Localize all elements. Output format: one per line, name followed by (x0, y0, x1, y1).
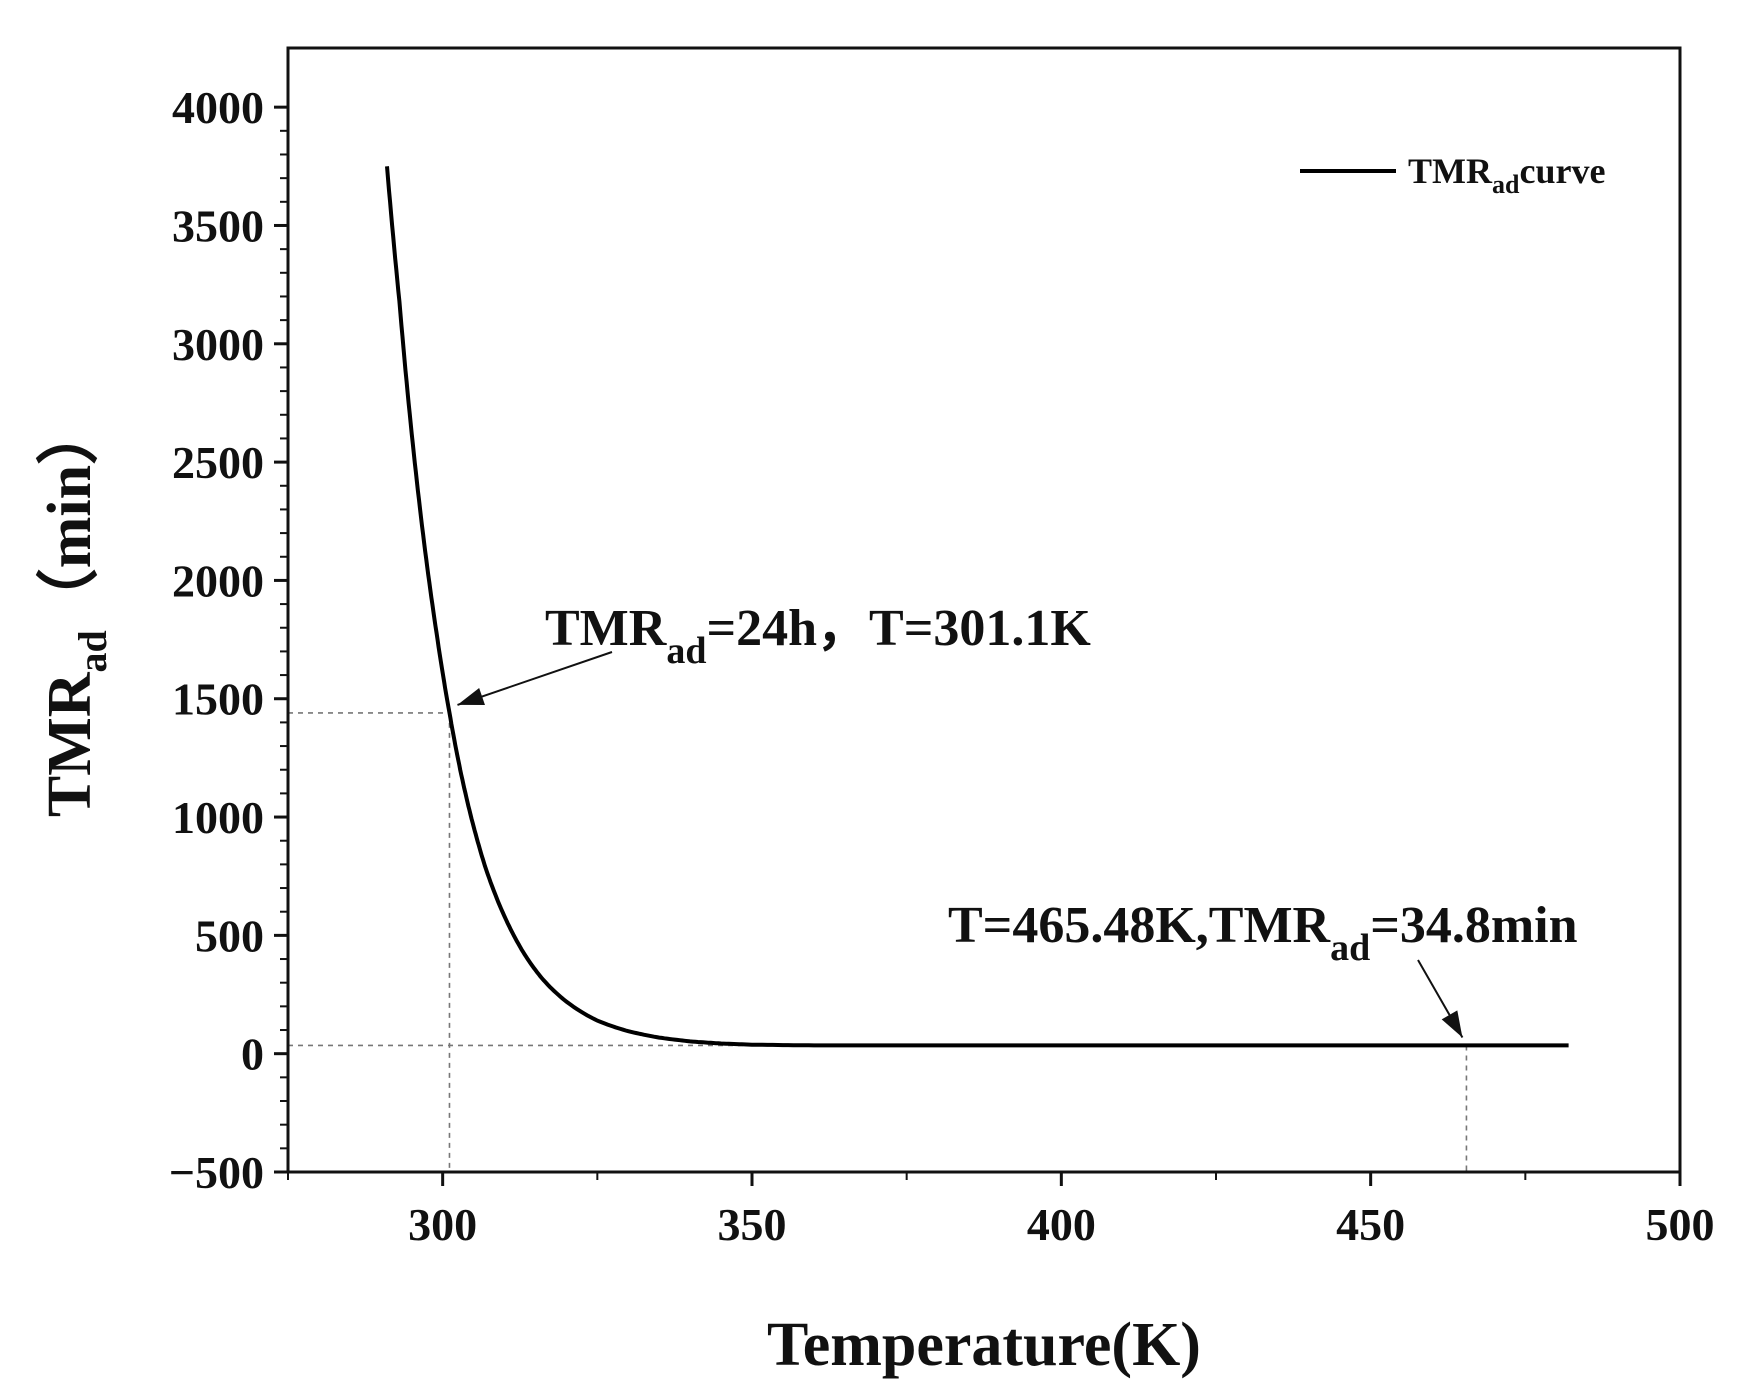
x-tick-label: 350 (718, 1199, 787, 1250)
y-tick-label: 2000 (172, 555, 264, 606)
annotation-24h-arrowhead (457, 687, 485, 706)
legend: TMRadcurve (1300, 151, 1605, 199)
x-tick-label: 300 (408, 1199, 477, 1250)
y-tick-labels: −500 0 500 1000 1500 2000 2500 3000 3500 4000 (169, 82, 264, 1198)
y-tick-label: 1000 (172, 792, 264, 843)
y-tick-label: 500 (195, 910, 264, 961)
y-axis-title: TMRad（min） (34, 403, 115, 817)
x-tick-label: 500 (1646, 1199, 1715, 1250)
annotation-24h-arrow (457, 651, 613, 706)
annotation-24h-label: TMRad=24h，T=301.1K (545, 600, 1091, 672)
y-tick-label: 1500 (172, 674, 264, 725)
y-tick-label: −500 (169, 1147, 264, 1198)
y-tick-label: 2500 (172, 437, 264, 488)
x-tick-labels: 300 350 400 450 500 (408, 1199, 1714, 1250)
y-tick-label: 0 (241, 1029, 264, 1080)
annotation-34min: T=465.48K,TMRad=34.8min (948, 897, 1578, 1038)
x-axis-title: Temperature(K) (767, 1311, 1201, 1379)
tmr-curve-line (385, 166, 1569, 1048)
y-tick-label: 4000 (172, 82, 264, 133)
x-tick-label: 400 (1027, 1199, 1096, 1250)
annotation-34min-label: T=465.48K,TMRad=34.8min (948, 897, 1578, 969)
y-tick-label: 3500 (172, 200, 264, 251)
y-tick-label: 3000 (172, 319, 264, 370)
legend-label: TMRadcurve (1408, 151, 1605, 199)
x-tick-label: 450 (1336, 1199, 1405, 1250)
plot-frame (286, 46, 1682, 1174)
axis-ticks (274, 105, 1682, 1186)
annotation-34min-arrowhead (1441, 1010, 1463, 1038)
annotation-24h: TMRad=24h，T=301.1K (457, 600, 1091, 706)
